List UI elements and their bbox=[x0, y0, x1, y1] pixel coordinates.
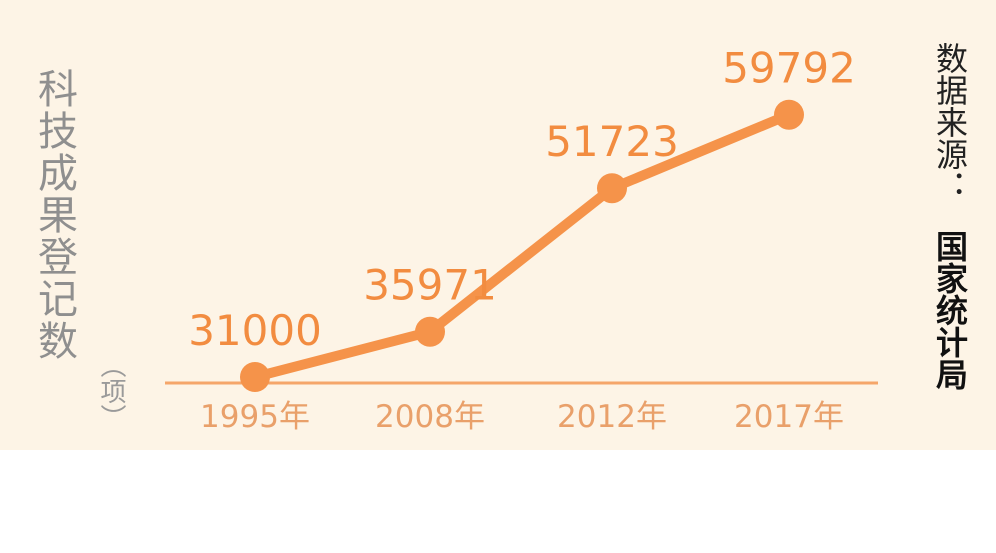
source-label: 数据来源： bbox=[931, 42, 969, 202]
x-tick-1995年: 1995年 bbox=[200, 399, 310, 435]
data-label-2012年: 51723 bbox=[545, 117, 679, 166]
data-label-2008年: 35971 bbox=[363, 261, 497, 310]
chart-panel: 31000 35971 51723 59792 1995年 2008年 2012年 2017… bbox=[0, 0, 996, 450]
x-tick-2017年: 2017年 bbox=[734, 399, 844, 435]
data-labels: 31000 35971 51723 59792 bbox=[188, 44, 856, 355]
data-point-1995年 bbox=[240, 362, 270, 392]
data-label-1995年: 31000 bbox=[188, 306, 322, 355]
source-name: 国家统计局 bbox=[931, 230, 969, 390]
x-tick-2012年: 2012年 bbox=[557, 399, 667, 435]
y-axis-unit: （项） bbox=[96, 352, 126, 430]
x-tick-labels: 1995年 2008年 2012年 2017年 bbox=[200, 399, 844, 435]
series-line bbox=[250, 109, 794, 382]
y-axis-title: 科技成果登记数 bbox=[31, 68, 77, 362]
data-point-2017年 bbox=[774, 99, 804, 130]
markers bbox=[240, 99, 804, 392]
chart-plot: 31000 35971 51723 59792 1995年 2008年 2012年 2017… bbox=[165, 44, 878, 435]
x-tick-2008年: 2008年 bbox=[375, 399, 485, 435]
data-point-2012年 bbox=[597, 173, 627, 204]
data-label-2017年: 59792 bbox=[722, 44, 856, 93]
data-point-2008年 bbox=[415, 316, 445, 347]
